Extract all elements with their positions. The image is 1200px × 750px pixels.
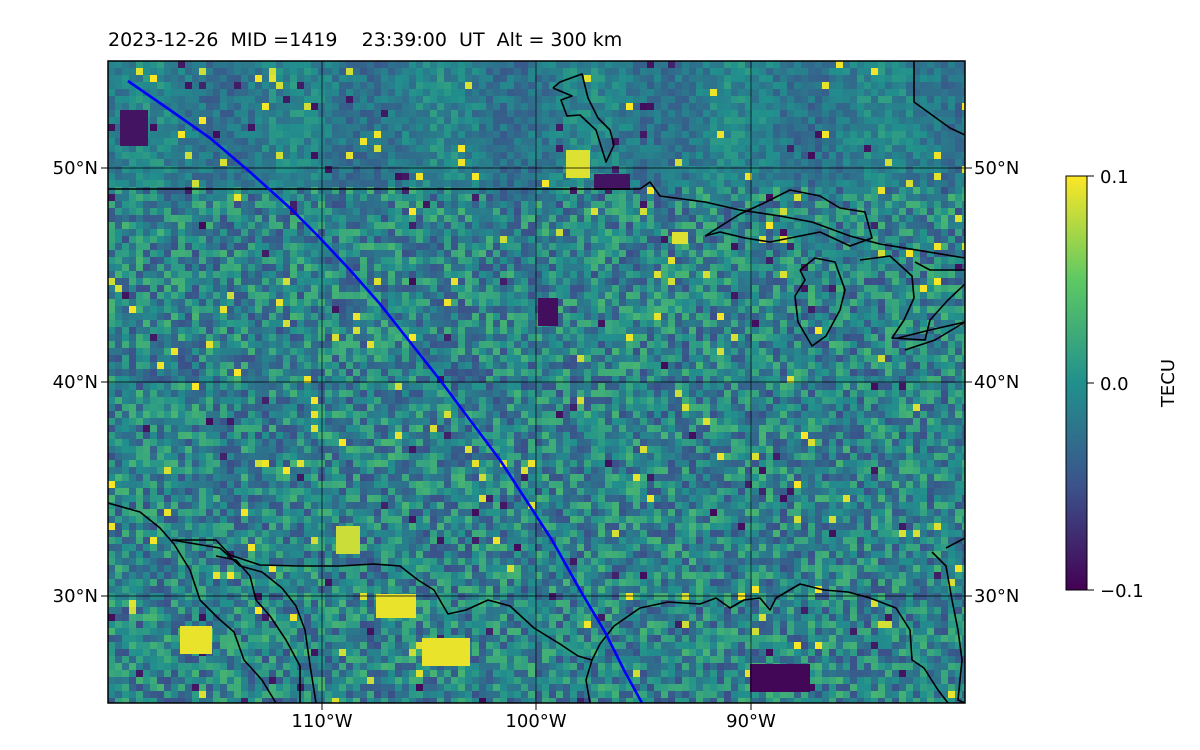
colorbar-label-min: −0.1 [1100,581,1144,602]
colorbar: 0.1 0.0 −0.1 TECU [1065,167,1179,602]
tec-heatmap [108,61,965,703]
colorbar-title: TECU [1158,359,1179,408]
satellite-track [127,79,644,703]
coastlines-borders [108,61,965,703]
lat-label-right-40n: 40°N [974,372,1019,393]
pacific-coast-baja [108,502,277,703]
lake-michigan [794,257,846,347]
lake-erie [897,321,965,351]
lat-label-left-50n: 50°N [53,158,98,179]
lake-huron [859,255,965,341]
hudson-bay-coast [552,73,615,163]
texas-gulf-coast [591,583,949,703]
lower-michigan-east [914,261,965,271]
graticule [108,61,965,703]
florida-peninsula [931,551,965,703]
lon-label-110w: 110°W [291,711,352,732]
title-mid: MID =1419 [230,29,338,51]
us-canada-border [108,181,965,259]
lat-label-right-50n: 50°N [974,158,1019,179]
colorbar-gradient [1065,175,1088,591]
us-mexico-border [172,539,593,661]
lat-label-left-30n: 30°N [53,586,98,607]
gulf-coast-mexico [585,659,593,703]
colorbar-label-max: 0.1 [1100,167,1129,188]
atlantic-coast [945,537,965,549]
lon-label-90w: 90°W [726,711,776,732]
latitude-ticks-left: 50°N 40°N 30°N [53,158,108,607]
latitude-ticks-right: 50°N 40°N 30°N [965,158,1019,607]
baja-peninsula [215,555,301,703]
title-time: 23:39:00 UT [361,29,485,51]
map-title: 2023-12-26 MID =1419 23:39:00 UT Alt = 3… [108,29,622,51]
lat-label-right-30n: 30°N [974,586,1019,607]
title-date: 2023-12-26 [108,29,219,51]
hudson-bay-east [913,61,965,136]
colorbar-label-zero: 0.0 [1100,374,1129,395]
gulf-of-california [171,539,317,703]
lake-superior [704,189,873,247]
lat-label-left-40n: 40°N [53,372,98,393]
longitude-ticks: 110°W 100°W 90°W [291,703,776,732]
title-alt: Alt = 300 km [496,29,623,51]
lon-label-100w: 100°W [505,711,566,732]
